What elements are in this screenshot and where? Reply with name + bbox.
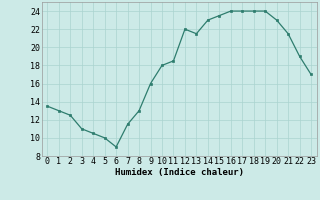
X-axis label: Humidex (Indice chaleur): Humidex (Indice chaleur)	[115, 168, 244, 177]
